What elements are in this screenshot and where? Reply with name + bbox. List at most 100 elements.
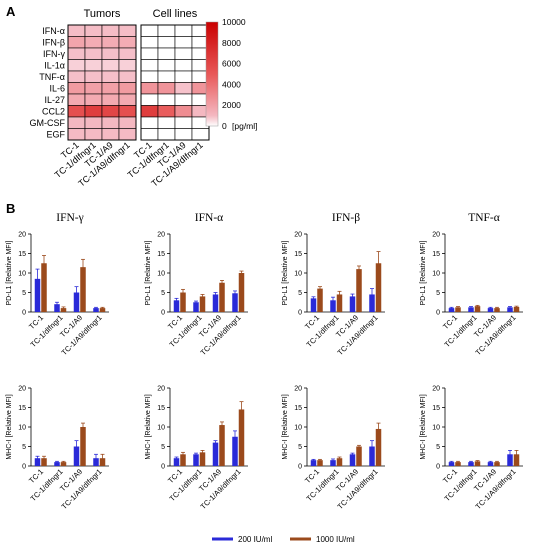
y-tick-label: 0 xyxy=(161,310,165,317)
heatmap-cell xyxy=(157,82,176,95)
bar-1000-iu-ml-tc-1-a9 xyxy=(494,462,500,466)
heatmap-cell xyxy=(174,47,193,60)
bar-chart-pd-l1-2: IFN-αPD-L1 [Relative MFI]05101520TC-1TC-… xyxy=(145,212,248,357)
y-tick-label: 0 xyxy=(436,464,440,471)
bar-1000-iu-ml-tc-1 xyxy=(317,460,323,466)
y-tick-label: 10 xyxy=(294,425,302,432)
y-tick-label: 0 xyxy=(22,464,26,471)
bar-200-iu-ml-tc-1-a9-difngr1 xyxy=(369,446,375,466)
heatmap-cell xyxy=(84,24,103,37)
y-tick-label: 15 xyxy=(432,405,440,412)
heatmap-cell xyxy=(118,59,137,72)
y-tick-label: 0 xyxy=(436,310,440,317)
heatmap-cell xyxy=(157,116,176,129)
heatmap-cell xyxy=(140,70,159,83)
heatmap-cell xyxy=(140,59,159,72)
bar-1000-iu-ml-tc-1-a9 xyxy=(80,427,86,466)
bar-chart-pd-l1-3: IFN-βPD-L1 [Relative MFI]05101520TC-1TC-… xyxy=(282,212,385,357)
bar-200-iu-ml-tc-1-a9 xyxy=(212,442,219,466)
bar-200-iu-ml-tc-1-a9-difngr1 xyxy=(93,308,99,312)
heatmap-cell xyxy=(157,70,176,83)
heatmap-cell xyxy=(101,128,120,141)
bar-200-iu-ml-tc-1-a9-difngr1 xyxy=(507,454,513,466)
bar-200-iu-ml-tc-1-a9 xyxy=(349,454,356,466)
heatmap-cell xyxy=(140,105,159,118)
heatmap-cell xyxy=(118,82,137,95)
bar-chart-pd-l1-1: IFN-γPD-L1 [Relative MFI]05101520TC-1TC-… xyxy=(6,212,109,357)
bar-200-iu-ml-tc-1 xyxy=(448,308,455,312)
panel-a-letter: A xyxy=(6,4,16,19)
colorbar-tick-label: 10000 xyxy=(222,17,246,27)
y-tick-label: 20 xyxy=(432,386,440,393)
heatmap-cell xyxy=(101,36,120,49)
heatmap-cell xyxy=(118,36,137,49)
y-tick-label: 10 xyxy=(157,425,165,432)
heatmap-cell xyxy=(140,47,159,60)
heatmap-cell xyxy=(174,70,193,83)
bar-1000-iu-ml-tc-1 xyxy=(41,458,47,466)
heatmap-cell xyxy=(67,116,86,129)
bar-200-iu-ml-tc-1-difngr1 xyxy=(54,304,60,312)
y-tick-label: 10 xyxy=(157,271,165,278)
heatmap-cell xyxy=(174,105,193,118)
bar-1000-iu-ml-tc-1 xyxy=(317,288,323,312)
bar-200-iu-ml-tc-1 xyxy=(173,300,180,312)
heatmap-cell xyxy=(67,82,86,95)
bar-200-iu-ml-tc-1 xyxy=(173,458,180,466)
bar-200-iu-ml-tc-1-a9 xyxy=(73,292,80,312)
heatmap-cell xyxy=(118,24,137,37)
heatmap-cell xyxy=(174,36,193,49)
bar-200-iu-ml-tc-1-difngr1 xyxy=(193,454,199,466)
y-tick-label: 10 xyxy=(18,425,26,432)
heatmap-cell xyxy=(157,36,176,49)
y-tick-label: 10 xyxy=(294,271,302,278)
bar-200-iu-ml-tc-1 xyxy=(310,298,317,312)
heatmap-cell xyxy=(67,47,86,60)
colorbar-tick-label: 4000 xyxy=(222,79,241,89)
heatmap-cell xyxy=(67,93,86,106)
heatmap-row-label-ifn: IFN-α xyxy=(42,26,65,36)
y-tick-label: 0 xyxy=(298,310,302,317)
legend: 200 IU/ml 1000 IU/ml xyxy=(212,535,355,544)
heatmap-row-label-ifn: IFN-β xyxy=(42,38,65,48)
bar-1000-iu-ml-tc-1-a9-difngr1 xyxy=(513,454,520,466)
y-tick-label: 15 xyxy=(157,251,165,258)
bar-1000-iu-ml-tc-1-a9-difngr1 xyxy=(375,263,382,312)
heatmap-cell xyxy=(157,105,176,118)
y-tick-label: 15 xyxy=(157,405,165,412)
y-axis-label: MHC-I [Relative MFI] xyxy=(145,394,152,459)
y-tick-label: 10 xyxy=(432,271,440,278)
heatmap-cell xyxy=(101,59,120,72)
y-tick-label: 5 xyxy=(161,444,165,451)
heatmap-cell xyxy=(84,128,103,141)
bar-chart-pd-l1-4: TNF-αPD-L1 [Relative MFI]05101520TC-1TC-… xyxy=(420,212,523,357)
y-tick-label: 20 xyxy=(294,386,302,393)
chart-title: IFN-γ xyxy=(56,212,83,224)
heatmap-cell xyxy=(174,93,193,106)
heatmap-row-label-tnf: TNF-α xyxy=(39,72,65,82)
heatmap-cell xyxy=(157,24,176,37)
y-tick-label: 20 xyxy=(294,232,302,239)
heatmap-cell xyxy=(67,59,86,72)
bar-1000-iu-ml-tc-1 xyxy=(180,292,186,312)
heatmap-cell xyxy=(140,82,159,95)
bar-1000-iu-ml-tc-1-difngr1 xyxy=(474,306,481,312)
heatmap-cell xyxy=(84,47,103,60)
bar-chart-mhc-i-2: MHC-I [Relative MFI]05101520TC-1TC-1/dIf… xyxy=(145,386,248,511)
bar-200-iu-ml-tc-1-difngr1 xyxy=(468,462,474,466)
heatmap-cell xyxy=(118,70,137,83)
heatmap-cell xyxy=(118,128,137,141)
y-axis-label: MHC-I [Relative MFI] xyxy=(420,394,427,459)
bar-200-iu-ml-tc-1-a9 xyxy=(212,294,219,312)
y-tick-label: 0 xyxy=(298,464,302,471)
heatmap-cell xyxy=(140,116,159,129)
y-tick-label: 5 xyxy=(298,290,302,297)
y-tick-label: 10 xyxy=(18,271,26,278)
chart-title: TNF-α xyxy=(468,212,500,224)
heatmap-cell xyxy=(101,24,120,37)
heatmap-cell xyxy=(174,59,193,72)
heatmap-cell xyxy=(67,70,86,83)
bar-chart-mhc-i-4: MHC-I [Relative MFI]05101520TC-1TC-1/dIf… xyxy=(420,386,523,511)
bar-1000-iu-ml-tc-1-a9-difngr1 xyxy=(238,409,245,466)
